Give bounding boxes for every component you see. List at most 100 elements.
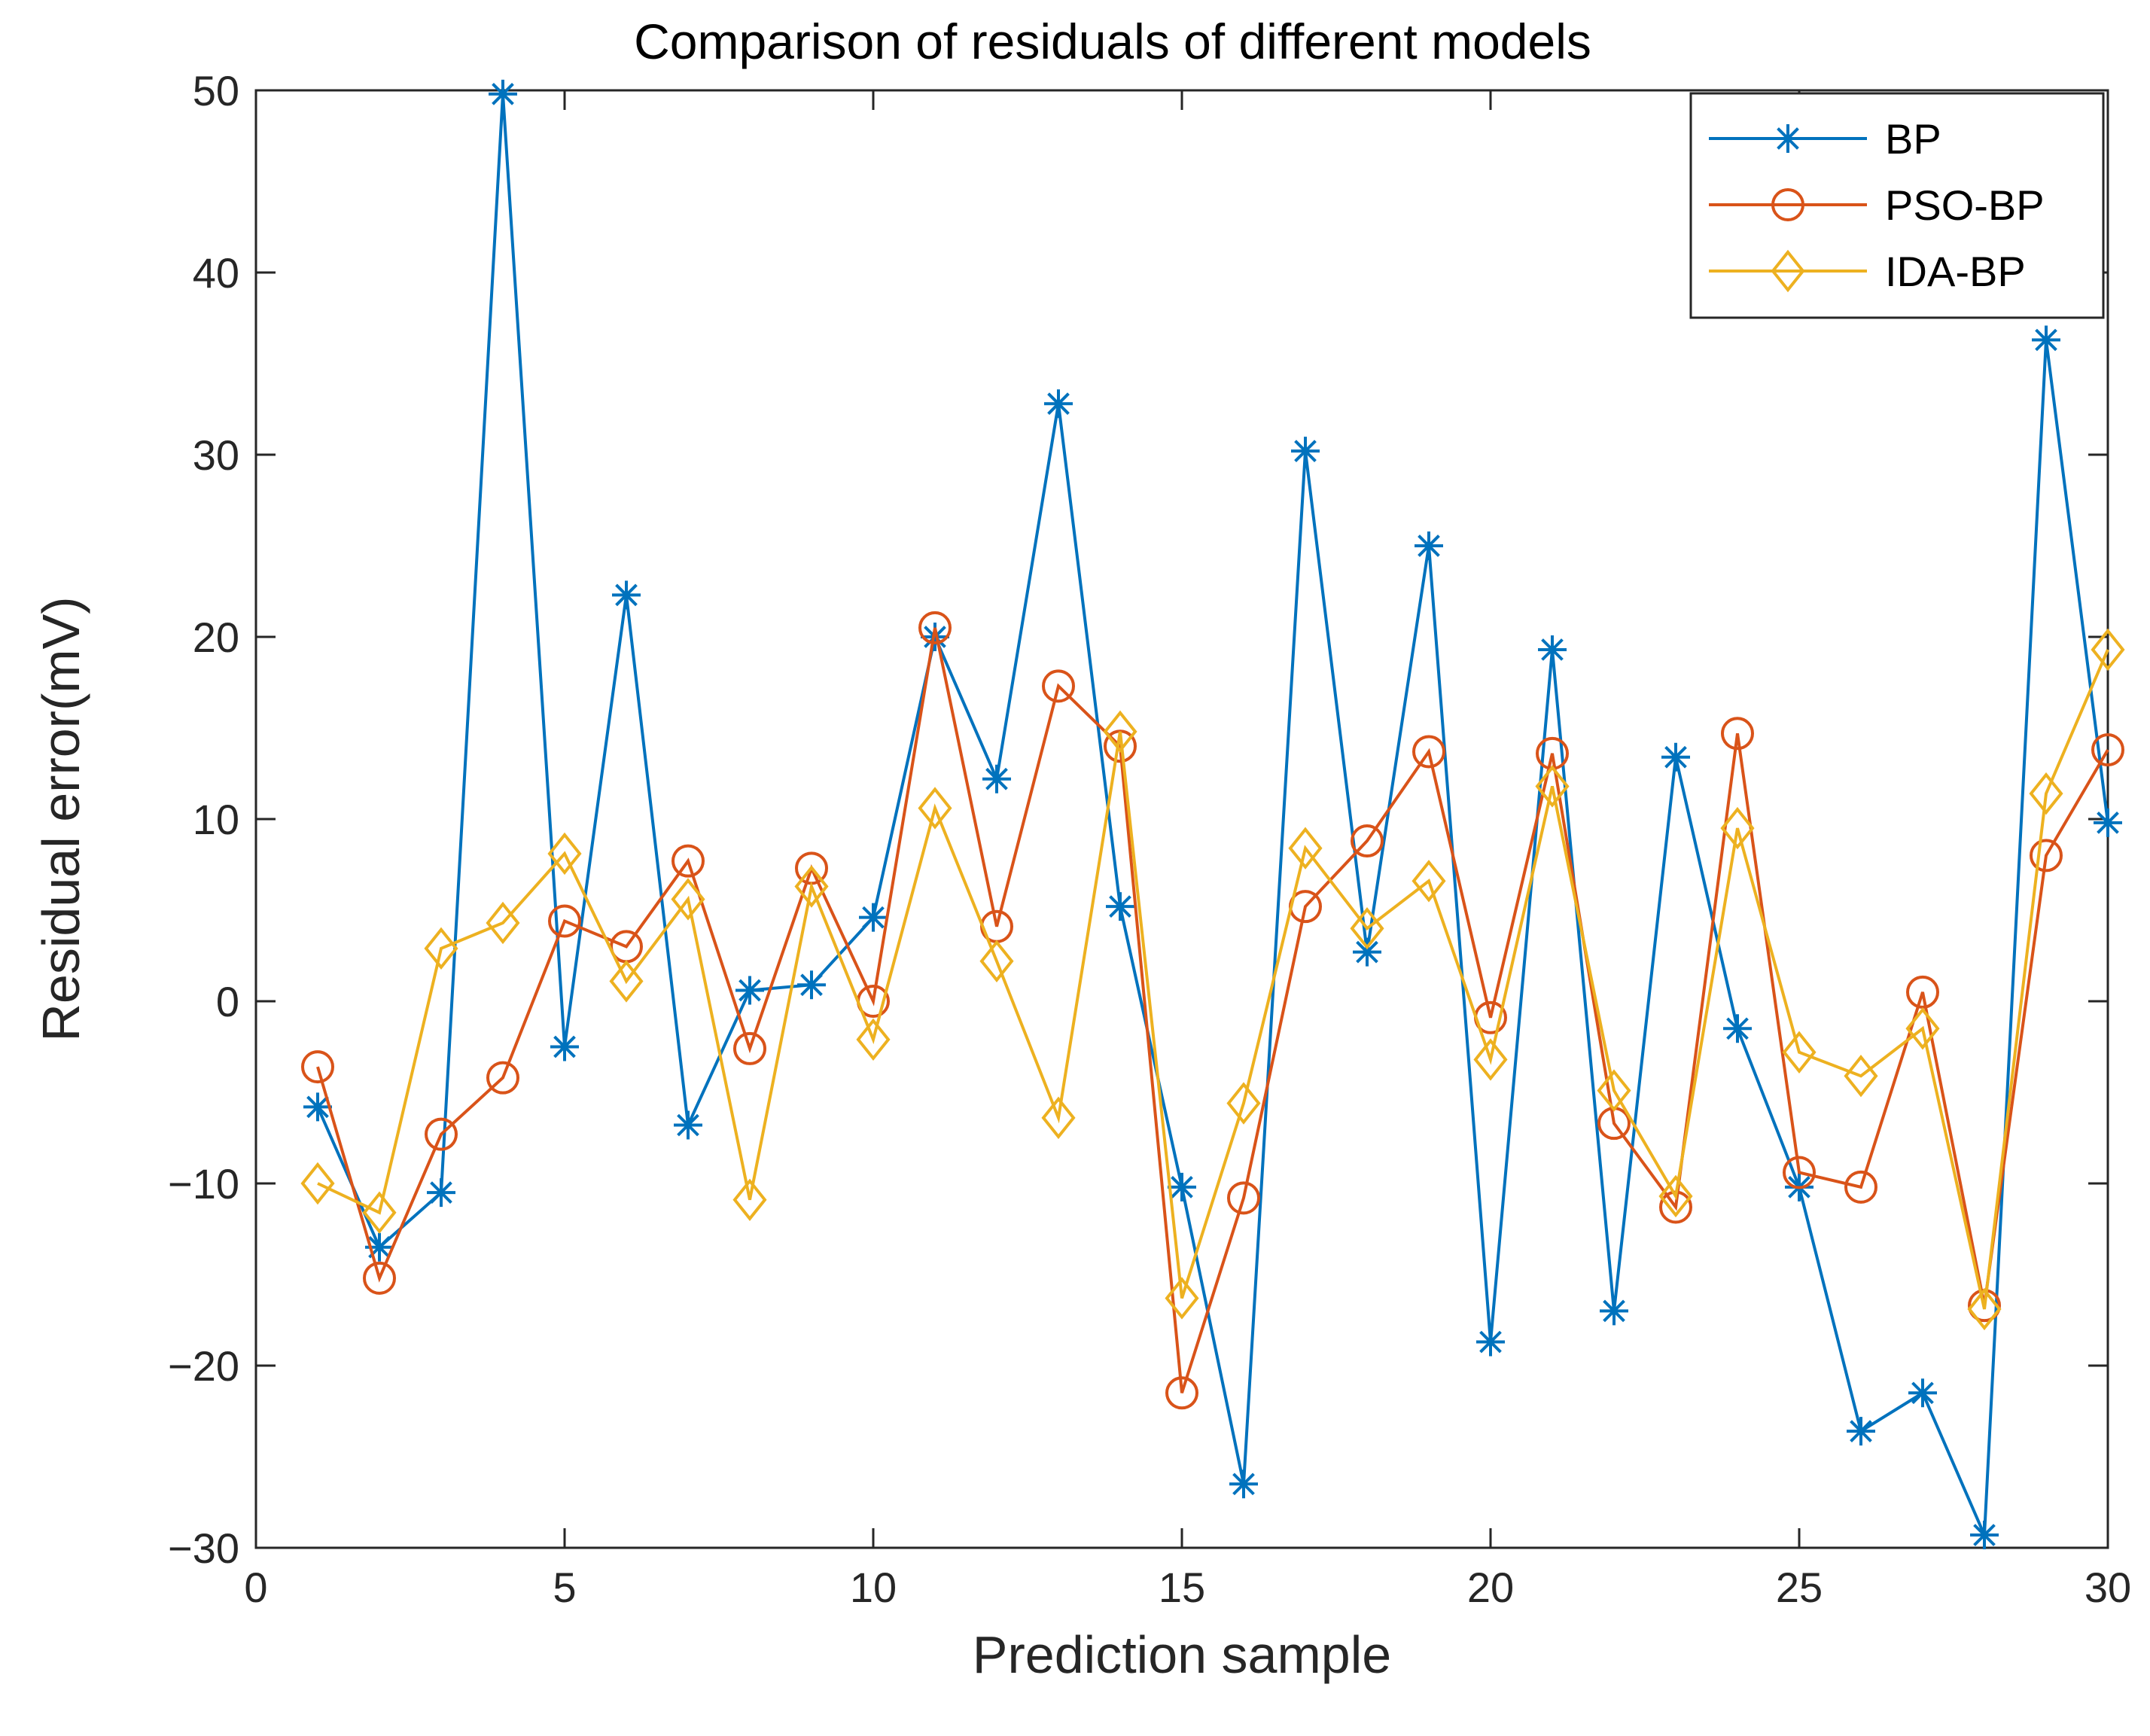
data-point-ida-bp xyxy=(979,940,1014,982)
data-point-ida-bp xyxy=(547,832,582,876)
plot-frame xyxy=(254,89,2109,1549)
data-point-ida-bp xyxy=(671,878,705,921)
data-point-pso-bp xyxy=(1351,824,1384,858)
legend-label: BP xyxy=(1885,115,1941,163)
data-point-pso-bp xyxy=(1042,669,1075,703)
y-tick-label: 50 xyxy=(193,67,239,114)
legend-marker xyxy=(1771,188,1804,221)
data-point-pso-bp xyxy=(2091,733,2124,767)
data-point-pso-bp xyxy=(1165,1376,1198,1410)
legend-entry-pso-bp: PSO-BP xyxy=(1709,181,2045,229)
y-tick-label: 10 xyxy=(193,796,239,843)
data-point-ida-bp xyxy=(732,1178,767,1221)
data-point-ida-bp xyxy=(1658,1174,1693,1218)
series-bp xyxy=(303,79,2122,1550)
data-point-ida-bp xyxy=(1782,1031,1817,1074)
data-point-bp xyxy=(489,79,517,108)
y-tick-label: −10 xyxy=(168,1160,239,1208)
data-point-bp xyxy=(550,1032,579,1061)
data-point-bp xyxy=(1723,1014,1752,1043)
data-point-bp xyxy=(612,580,641,610)
data-point-pso-bp xyxy=(1721,717,1754,751)
data-point-pso-bp xyxy=(1844,1170,1877,1204)
data-point-ida-bp xyxy=(1844,1055,1878,1098)
data-point-bp xyxy=(1908,1378,1937,1408)
legend-entry-ida-bp: IDA-BP xyxy=(1709,248,2026,295)
x-tick-label: 5 xyxy=(553,1564,576,1611)
data-point-ida-bp xyxy=(1288,827,1323,870)
data-point-ida-bp xyxy=(794,865,829,908)
x-tick-label: 25 xyxy=(1776,1564,1823,1611)
data-point-bp xyxy=(1353,937,1381,967)
data-point-ida-bp xyxy=(362,1191,397,1234)
series-layer xyxy=(300,79,2125,1550)
data-point-bp xyxy=(1044,389,1073,419)
data-point-bp xyxy=(1106,892,1134,921)
y-tick-label: 40 xyxy=(193,249,239,297)
x-tick-label: 10 xyxy=(850,1564,897,1611)
data-point-ida-bp xyxy=(1597,1069,1631,1112)
data-point-pso-bp xyxy=(1104,729,1137,763)
data-point-ida-bp xyxy=(1412,860,1446,903)
data-point-bp xyxy=(1600,1296,1628,1326)
data-point-pso-bp xyxy=(1227,1181,1260,1215)
series-line-pso-bp xyxy=(316,627,2109,1393)
data-point-pso-bp xyxy=(2030,839,2063,873)
data-point-ida-bp xyxy=(1103,710,1137,754)
data-point-bp xyxy=(1476,1327,1505,1357)
data-point-ida-bp xyxy=(1720,806,1755,850)
data-point-ida-bp xyxy=(1905,1007,1940,1050)
data-point-bp xyxy=(859,903,888,932)
y-tick-label: 0 xyxy=(216,978,239,1025)
series-line-bp xyxy=(316,93,2109,1536)
series-pso-bp xyxy=(301,611,2124,1410)
data-point-bp xyxy=(427,1178,455,1208)
legend-marker xyxy=(1774,124,1802,153)
data-point-pso-bp xyxy=(733,1031,766,1065)
data-point-pso-bp xyxy=(486,1061,519,1095)
data-point-ida-bp xyxy=(2091,628,2125,672)
x-tick-label: 15 xyxy=(1159,1564,1205,1611)
plot-area: 0 5 10 15 20 25 30 −30 −20 −10 0 10 20 30 40 50 xyxy=(168,67,2131,1611)
data-point-pso-bp xyxy=(548,904,581,938)
data-point-bp xyxy=(1970,1521,1999,1550)
axes: 0 5 10 15 20 25 30 −30 −20 −10 0 10 20 30 40 50 xyxy=(168,67,2131,1611)
data-point-ida-bp xyxy=(609,960,644,1003)
data-point-pso-bp xyxy=(918,611,952,644)
data-point-bp xyxy=(1538,635,1567,664)
legend-entry-bp: BP xyxy=(1709,115,1941,163)
data-point-pso-bp xyxy=(363,1261,396,1295)
y-tick-label: −30 xyxy=(168,1524,239,1572)
data-point-pso-bp xyxy=(425,1117,458,1151)
data-point-pso-bp xyxy=(1783,1156,1816,1189)
data-point-ida-bp xyxy=(1535,765,1570,808)
data-point-bp xyxy=(1291,437,1320,466)
data-point-bp xyxy=(674,1110,702,1140)
data-point-pso-bp xyxy=(671,844,705,878)
series-ida-bp xyxy=(300,628,2125,1331)
chart-title: Comparison of residuals of different mod… xyxy=(634,14,1591,69)
data-point-bp xyxy=(797,970,826,1000)
y-tick-label: −20 xyxy=(168,1342,239,1390)
data-point-ida-bp xyxy=(1967,1287,2002,1331)
legend: BP PSO-BP IDA-BP xyxy=(1689,92,2105,319)
y-tick-label: 20 xyxy=(193,614,239,661)
data-point-ida-bp xyxy=(1473,1038,1508,1081)
data-point-bp xyxy=(365,1232,394,1262)
data-point-ida-bp xyxy=(1226,1082,1261,1125)
data-point-ida-bp xyxy=(918,787,952,830)
data-point-ida-bp xyxy=(1165,1277,1199,1320)
x-tick-label: 20 xyxy=(1467,1564,1514,1611)
data-point-bp xyxy=(303,1092,332,1122)
data-point-ida-bp xyxy=(1041,1096,1076,1140)
data-point-bp xyxy=(1415,531,1443,560)
data-point-ida-bp xyxy=(486,901,520,945)
y-axis-label: Residual error(mV) xyxy=(32,596,90,1041)
y-tick-label: 30 xyxy=(193,431,239,479)
x-axis-label: Prediction sample xyxy=(973,1625,1391,1684)
data-point-bp xyxy=(2032,325,2060,355)
data-point-ida-bp xyxy=(856,1018,891,1061)
data-point-ida-bp xyxy=(2029,772,2063,815)
data-point-bp xyxy=(1229,1470,1258,1499)
